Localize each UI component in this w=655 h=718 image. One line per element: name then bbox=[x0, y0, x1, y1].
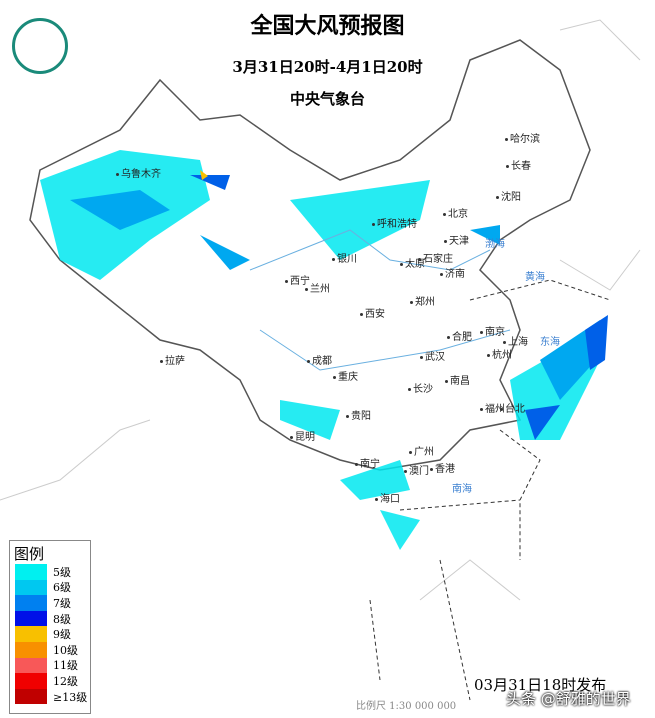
sea-label: 南海 bbox=[452, 484, 472, 495]
city-label: 南昌 bbox=[445, 372, 470, 387]
city-label: 呼和浩特 bbox=[372, 215, 417, 230]
legend-label: 6级 bbox=[53, 581, 71, 595]
legend-item: ≥13级 bbox=[10, 688, 90, 705]
legend-label: 12级 bbox=[53, 674, 78, 688]
legend-label: 9级 bbox=[53, 628, 71, 642]
watermark: 头条 @舒雅的世界 bbox=[506, 690, 631, 708]
city-label: 贵阳 bbox=[346, 407, 371, 422]
city-label: 福州 bbox=[480, 400, 505, 415]
legend-title: 图例 bbox=[14, 545, 45, 563]
city-label: 哈尔滨 bbox=[505, 130, 540, 145]
city-label: 郑州 bbox=[410, 293, 435, 308]
city-label: 合肥 bbox=[447, 328, 472, 343]
city-label: 长春 bbox=[506, 157, 531, 172]
legend-item: 8级 bbox=[10, 610, 90, 627]
city-label: 乌鲁木齐 bbox=[116, 165, 161, 180]
city-label: 成都 bbox=[307, 352, 332, 367]
city-label: 武汉 bbox=[420, 348, 445, 363]
city-label: 西宁 bbox=[285, 272, 310, 287]
city-label: 南京 bbox=[480, 323, 505, 338]
dashed-sea-boundaries bbox=[369, 279, 611, 701]
city-label: 上海 bbox=[503, 333, 528, 348]
legend-label: 5级 bbox=[53, 565, 71, 579]
legend-item: 10级 bbox=[10, 641, 90, 658]
neighbor-borders bbox=[0, 19, 641, 601]
wind-area-9 bbox=[200, 170, 208, 180]
forecast-period: 3月31日20时-4月1日20时 bbox=[232, 58, 423, 76]
city-label: 济南 bbox=[440, 265, 465, 280]
map-scale: 比例尺 1:30 000 000 bbox=[356, 701, 457, 712]
china-outline bbox=[29, 39, 591, 471]
legend-item: 11级 bbox=[10, 657, 90, 674]
city-label: 香港 bbox=[430, 460, 455, 475]
legend-item: 12级 bbox=[10, 673, 90, 689]
city-label: 拉萨 bbox=[160, 352, 185, 367]
legend-swatch bbox=[15, 641, 47, 658]
sea-label: 渤海 bbox=[485, 239, 505, 250]
legend-swatch bbox=[15, 564, 47, 580]
legend-swatch bbox=[15, 657, 47, 674]
issuer: 中央气象台 bbox=[289, 90, 365, 108]
sea-label: 东海 bbox=[540, 337, 560, 348]
legend-swatch bbox=[15, 579, 47, 596]
legend-item: 9级 bbox=[10, 626, 90, 642]
legend-swatch bbox=[15, 688, 47, 705]
sea-label: 黄海 bbox=[525, 272, 545, 283]
wind-area-5 bbox=[40, 150, 600, 550]
city-label: 杭州 bbox=[487, 346, 512, 361]
legend-item: 6级 bbox=[10, 579, 90, 596]
city-label: 天津 bbox=[444, 232, 469, 247]
city-label: 南宁 bbox=[355, 455, 380, 470]
city-label: 长沙 bbox=[408, 380, 433, 395]
city-label: 银川 bbox=[332, 250, 357, 265]
legend: 图例 5级 6级 7级 8级 9级 10级 11级 12级 ≥13级 bbox=[9, 540, 91, 714]
city-label: 澳门 bbox=[404, 462, 429, 477]
city-label: 北京 bbox=[443, 205, 468, 220]
legend-swatch bbox=[15, 595, 47, 611]
legend-label: 8级 bbox=[53, 612, 71, 626]
legend-swatch bbox=[15, 610, 47, 627]
legend-label: 7级 bbox=[53, 596, 71, 610]
legend-label: 10级 bbox=[53, 643, 78, 657]
city-label: 广州 bbox=[409, 443, 434, 458]
city-label: 石家庄 bbox=[418, 250, 453, 265]
city-label: 西安 bbox=[360, 305, 385, 320]
city-label: 兰州 bbox=[305, 280, 330, 295]
city-label: 沈阳 bbox=[496, 188, 521, 203]
legend-label: ≥13级 bbox=[53, 690, 88, 704]
legend-item: 7级 bbox=[10, 595, 90, 611]
issue-time: 03月31日18时发布 bbox=[474, 676, 607, 694]
legend-swatch bbox=[15, 626, 47, 642]
city-label: 海口 bbox=[375, 490, 400, 505]
legend-label: 11级 bbox=[53, 659, 78, 673]
cma-logo bbox=[12, 18, 68, 74]
city-label: 太原 bbox=[400, 255, 425, 270]
legend-item: 5级 bbox=[10, 564, 90, 580]
city-label: 台北 bbox=[500, 400, 525, 415]
yangtze-river bbox=[259, 329, 511, 371]
legend-swatch bbox=[15, 673, 47, 689]
city-label: 昆明 bbox=[290, 428, 315, 443]
city-label: 重庆 bbox=[333, 368, 358, 383]
wind-area-6 bbox=[70, 190, 605, 400]
map-title: 全国大风预报图 bbox=[250, 13, 405, 39]
